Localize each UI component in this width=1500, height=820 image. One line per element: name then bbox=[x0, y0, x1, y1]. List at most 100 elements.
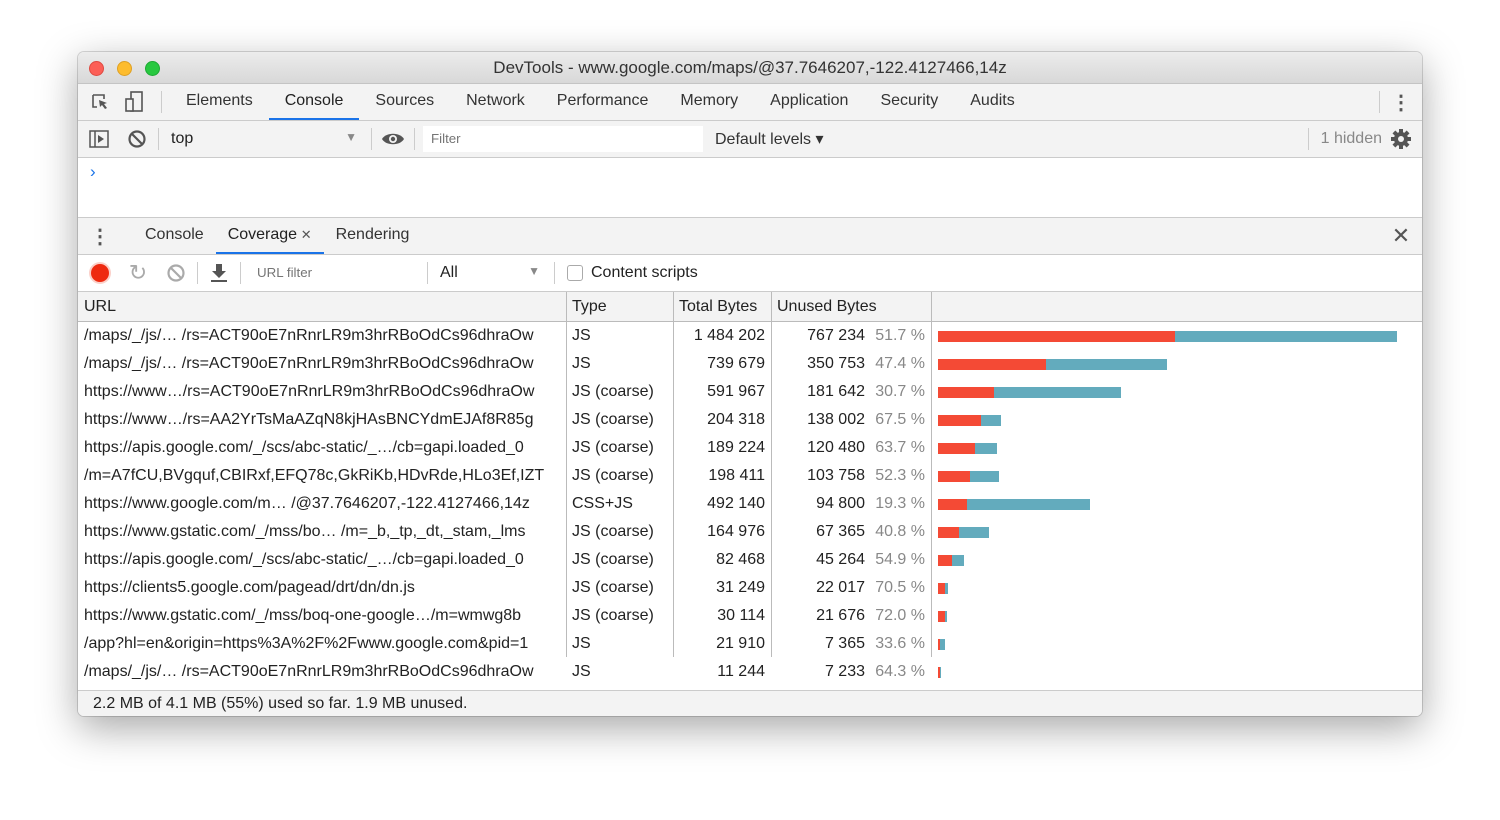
cell-type: JS (coarse) bbox=[572, 383, 654, 400]
column-divider bbox=[673, 292, 674, 657]
unused-bar-segment bbox=[938, 611, 945, 622]
close-tab-icon[interactable]: ✕ bbox=[297, 227, 312, 242]
table-row[interactable]: https://www.google.com/m… /@37.7646207,-… bbox=[78, 490, 1422, 518]
table-row[interactable]: https://apis.google.com/_/scs/abc-static… bbox=[78, 434, 1422, 462]
log-levels-dropdown[interactable]: Default levels ▾ bbox=[715, 131, 824, 148]
drawer-tab-label: Rendering bbox=[335, 226, 410, 243]
drawer-tab-coverage[interactable]: Coverage ✕ bbox=[215, 218, 324, 254]
separator bbox=[158, 128, 159, 150]
unused-bar-segment bbox=[938, 359, 1047, 370]
console-settings-gear-icon[interactable] bbox=[1388, 126, 1414, 152]
cell-unused-bytes: 67 365 bbox=[816, 523, 865, 540]
usage-bar bbox=[938, 443, 997, 454]
table-row[interactable]: https://clients5.google.com/pagead/drt/d… bbox=[78, 574, 1422, 602]
inspect-element-icon[interactable] bbox=[87, 89, 113, 115]
usage-bar bbox=[938, 359, 1167, 370]
cell-unused-percent: 72.0 % bbox=[875, 607, 925, 624]
cell-total-bytes: 198 411 bbox=[708, 467, 765, 484]
show-sidebar-icon[interactable] bbox=[86, 126, 112, 152]
drawer-tab-bar: ⋮ Console Coverage ✕ Rendering ✕ bbox=[78, 218, 1422, 255]
table-row[interactable]: https://www…/rs=ACT90oE7nRnrLR9m3hrRBoOd… bbox=[78, 378, 1422, 406]
live-expression-eye-icon[interactable] bbox=[380, 126, 406, 152]
header-total-bytes[interactable]: Total Bytes bbox=[679, 298, 758, 315]
table-row[interactable]: https://www.gstatic.com/_/mss/boq-one-go… bbox=[78, 602, 1422, 630]
cell-unused-bytes: 767 234 bbox=[807, 327, 865, 344]
drawer-menu-icon[interactable]: ⋮ bbox=[90, 225, 110, 248]
usage-bar bbox=[938, 471, 1000, 482]
cell-unused-percent: 33.6 % bbox=[875, 635, 925, 652]
drawer-tab-console[interactable]: Console bbox=[133, 218, 216, 254]
separator bbox=[554, 262, 555, 284]
cell-total-bytes: 204 318 bbox=[707, 411, 765, 428]
close-window-button[interactable] bbox=[89, 61, 104, 76]
export-download-icon[interactable] bbox=[206, 260, 232, 286]
tab-security[interactable]: Security bbox=[880, 92, 939, 109]
table-row[interactable]: https://apis.google.com/_/scs/abc-static… bbox=[78, 546, 1422, 574]
separator bbox=[1379, 91, 1380, 113]
header-url[interactable]: URL bbox=[84, 298, 117, 315]
record-button-icon[interactable] bbox=[87, 260, 113, 286]
cell-total-bytes: 1 484 202 bbox=[693, 327, 765, 344]
cell-url: https://www.google.com/m… /@37.7646207,-… bbox=[84, 495, 530, 512]
cell-url: /maps/_/js/… /rs=ACT90oE7nRnrLR9m3hrRBoO… bbox=[84, 663, 534, 680]
table-row[interactable]: /m=A7fCU,BVgquf,CBIRxf,EFQ78c,GkRiKb,HDv… bbox=[78, 462, 1422, 490]
tab-sources[interactable]: Sources bbox=[375, 92, 435, 109]
drawer-tab-rendering[interactable]: Rendering bbox=[324, 218, 422, 254]
context-select[interactable]: top ▼ bbox=[167, 130, 357, 148]
unused-bar-segment bbox=[938, 639, 941, 650]
table-row[interactable]: /maps/_/js/… /rs=ACT90oE7nRnrLR9m3hrRBoO… bbox=[78, 350, 1422, 378]
cell-unused-percent: 54.9 % bbox=[875, 551, 925, 568]
cell-type: JS bbox=[572, 663, 591, 680]
close-drawer-icon[interactable]: ✕ bbox=[1391, 223, 1411, 248]
table-row[interactable]: /app?hl=en&origin=https%3A%2F%2Fwww.goog… bbox=[78, 630, 1422, 658]
cell-type: JS (coarse) bbox=[572, 411, 654, 428]
console-filter-input[interactable] bbox=[423, 126, 703, 152]
table-row[interactable]: /maps/_/js/… /rs=ACT90oE7nRnrLR9m3hrRBoO… bbox=[78, 322, 1422, 350]
cell-unused-percent: 67.5 % bbox=[875, 411, 925, 428]
cell-unused-bytes: 120 480 bbox=[807, 439, 865, 456]
unused-bar-segment bbox=[938, 527, 959, 538]
more-options-icon[interactable]: ⋮ bbox=[1391, 91, 1411, 114]
cell-unused-bytes: 350 753 bbox=[807, 355, 865, 372]
tab-network[interactable]: Network bbox=[466, 92, 525, 109]
cell-url: /maps/_/js/… /rs=ACT90oE7nRnrLR9m3hrRBoO… bbox=[84, 327, 534, 344]
cell-unused-bytes: 45 264 bbox=[816, 551, 865, 568]
table-row[interactable]: https://www…/rs=AA2YrTsMaAZqN8kjHAsBNCYd… bbox=[78, 406, 1422, 434]
usage-bar bbox=[938, 331, 1397, 342]
console-output[interactable]: › bbox=[78, 158, 1422, 218]
type-filter-select[interactable]: All ▼ bbox=[436, 264, 540, 282]
minimize-window-button[interactable] bbox=[117, 61, 132, 76]
tab-application[interactable]: Application bbox=[770, 92, 849, 109]
table-row[interactable]: /maps/_/js/… /rs=ACT90oE7nRnrLR9m3hrRBoO… bbox=[78, 658, 1422, 686]
reload-icon[interactable]: ↻ bbox=[128, 260, 148, 285]
cell-type: JS bbox=[572, 327, 591, 344]
type-filter-value: All bbox=[440, 264, 458, 281]
cell-url: https://www…/rs=AA2YrTsMaAZqN8kjHAsBNCYd… bbox=[84, 411, 534, 428]
cell-type: JS (coarse) bbox=[572, 467, 654, 484]
tab-elements[interactable]: Elements bbox=[186, 92, 253, 109]
header-type[interactable]: Type bbox=[572, 298, 607, 315]
separator bbox=[197, 262, 198, 284]
cell-total-bytes: 21 910 bbox=[716, 635, 765, 652]
tab-console[interactable]: Console bbox=[268, 84, 360, 120]
maximize-window-button[interactable] bbox=[145, 61, 160, 76]
content-scripts-checkbox[interactable] bbox=[567, 265, 583, 281]
table-row[interactable]: https://www.gstatic.com/_/mss/bo… /m=_b,… bbox=[78, 518, 1422, 546]
cell-type: JS bbox=[572, 355, 591, 372]
separator bbox=[371, 128, 372, 150]
cell-type: JS (coarse) bbox=[572, 551, 654, 568]
header-unused-bytes[interactable]: Unused Bytes bbox=[777, 298, 877, 315]
tab-memory[interactable]: Memory bbox=[680, 92, 739, 109]
main-tab-bar: Elements Console Sources Network Performance… bbox=[78, 84, 1422, 121]
tab-audits[interactable]: Audits bbox=[970, 92, 1015, 109]
tab-performance[interactable]: Performance bbox=[556, 92, 649, 109]
cell-unused-percent: 51.7 % bbox=[875, 327, 925, 344]
cell-type: JS (coarse) bbox=[572, 607, 654, 624]
url-filter-input[interactable] bbox=[249, 260, 419, 286]
clear-icon[interactable] bbox=[163, 260, 189, 286]
usage-bar bbox=[938, 639, 945, 650]
usage-bar bbox=[938, 611, 948, 622]
device-toolbar-icon[interactable] bbox=[121, 89, 147, 115]
clear-console-icon[interactable] bbox=[124, 126, 150, 152]
cell-url: /maps/_/js/… /rs=ACT90oE7nRnrLR9m3hrRBoO… bbox=[84, 355, 534, 372]
